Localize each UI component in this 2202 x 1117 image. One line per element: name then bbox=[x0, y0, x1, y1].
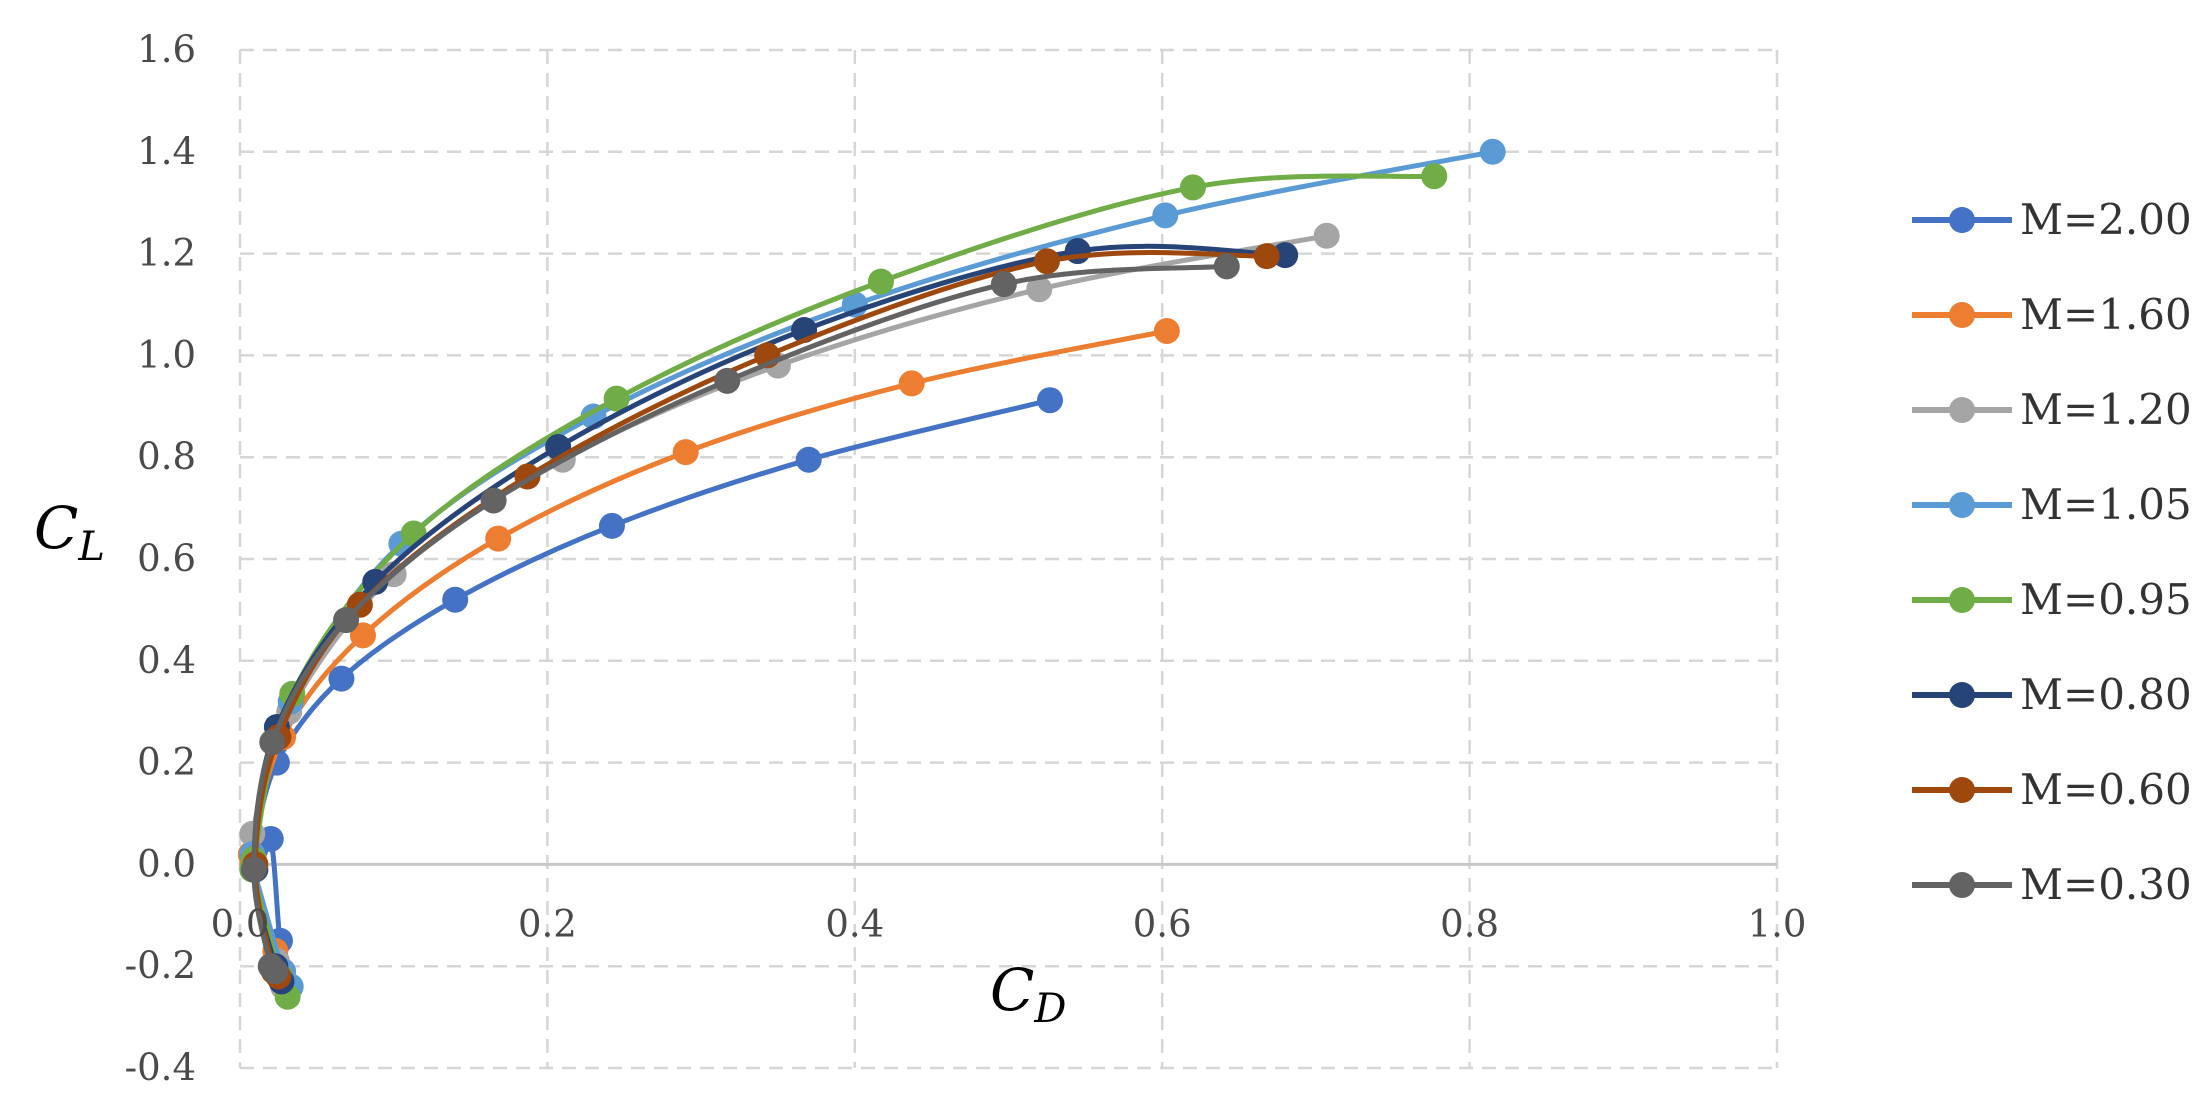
legend-item: M=1.60 bbox=[1912, 290, 2192, 339]
x-tick-label: 0.0 bbox=[211, 902, 270, 945]
x-axis-title-main: C bbox=[990, 956, 1034, 1024]
data-point bbox=[603, 385, 630, 412]
grid bbox=[238, 48, 1779, 1070]
legend-item: M=0.30 bbox=[1912, 860, 2192, 909]
data-point bbox=[1036, 387, 1063, 414]
x-tick-label: 1.0 bbox=[1748, 902, 1807, 945]
x-axis-title: CD bbox=[990, 956, 1066, 1032]
legend-marker bbox=[1949, 872, 1975, 898]
y-tick-label: 1.0 bbox=[137, 333, 196, 376]
data-point bbox=[333, 607, 360, 634]
legend-item: M=2.00 bbox=[1912, 195, 2192, 244]
y-tick-label: 1.6 bbox=[137, 28, 196, 71]
series-M=0.30 bbox=[240, 253, 1240, 985]
data-point bbox=[257, 953, 284, 980]
y-axis-title: CL bbox=[34, 494, 105, 570]
data-point bbox=[259, 729, 286, 756]
data-point bbox=[1152, 202, 1179, 229]
data-point bbox=[1026, 276, 1053, 303]
data-point bbox=[240, 856, 267, 883]
legend-label: M=1.20 bbox=[2020, 385, 2192, 434]
y-tick-label: -0.4 bbox=[125, 1046, 196, 1089]
y-tick-label: -0.2 bbox=[125, 944, 196, 987]
legend-marker bbox=[1949, 302, 1975, 328]
data-point bbox=[1153, 317, 1180, 344]
x-tick-label: 0.4 bbox=[825, 902, 884, 945]
legend-marker bbox=[1949, 207, 1975, 233]
y-tick-label: 0.8 bbox=[137, 435, 196, 478]
data-point bbox=[1421, 163, 1448, 190]
legend-label: M=0.60 bbox=[2020, 765, 2192, 814]
data-point bbox=[1033, 248, 1060, 275]
data-point bbox=[1253, 243, 1280, 270]
y-tick-label: 0.0 bbox=[137, 842, 196, 885]
legend-marker bbox=[1949, 587, 1975, 613]
legend-label: M=0.30 bbox=[2020, 860, 2192, 909]
data-point bbox=[990, 271, 1017, 298]
legend-item: M=1.05 bbox=[1912, 480, 2192, 529]
legend-marker bbox=[1949, 777, 1975, 803]
x-tick-label: 0.6 bbox=[1133, 902, 1192, 945]
data-point bbox=[795, 446, 822, 473]
y-tick-label: 0.6 bbox=[137, 537, 196, 580]
y-tick-label: 1.4 bbox=[137, 130, 196, 173]
legend-label: M=1.60 bbox=[2020, 290, 2192, 339]
legend-item: M=0.60 bbox=[1912, 765, 2192, 814]
legend-item: M=0.95 bbox=[1912, 575, 2192, 624]
data-point bbox=[1479, 138, 1506, 165]
series-line bbox=[252, 397, 1053, 990]
data-point bbox=[1064, 238, 1091, 265]
series-M=2.00 bbox=[242, 387, 1063, 1000]
y-tick-label: 1.2 bbox=[137, 232, 196, 275]
series-line bbox=[251, 263, 1230, 978]
y-axis-title-sub: L bbox=[77, 524, 105, 570]
legend-label: M=2.00 bbox=[2020, 195, 2192, 244]
data-point bbox=[714, 367, 741, 394]
legend-item: M=0.80 bbox=[1912, 670, 2192, 719]
y-tick-label: 0.2 bbox=[137, 741, 196, 784]
legend-marker bbox=[1949, 682, 1975, 708]
x-axis-title-sub: D bbox=[1033, 986, 1066, 1032]
data-point bbox=[362, 568, 389, 595]
data-point bbox=[480, 487, 507, 514]
data-point bbox=[1213, 253, 1240, 280]
data-point bbox=[1313, 222, 1340, 249]
data-point bbox=[1179, 174, 1206, 201]
legend-item: M=1.20 bbox=[1912, 385, 2192, 434]
x-tick-label: 0.2 bbox=[518, 902, 577, 945]
data-point bbox=[400, 520, 427, 547]
legend-label: M=1.05 bbox=[2020, 480, 2192, 529]
data-point bbox=[442, 586, 469, 613]
series-line bbox=[245, 328, 1170, 974]
series-layer bbox=[237, 138, 1506, 1010]
data-point bbox=[672, 439, 699, 466]
legend: M=2.00 M=1.60 M=1.20 M=1.05 M=0.95 M=0.80 M=0.… bbox=[1912, 195, 2192, 909]
data-point bbox=[1272, 242, 1299, 269]
legend-label: M=0.80 bbox=[2020, 670, 2192, 719]
data-point bbox=[867, 268, 894, 295]
data-point bbox=[598, 512, 625, 539]
legend-marker bbox=[1949, 397, 1975, 423]
y-tick-label: 0.4 bbox=[137, 639, 196, 682]
data-point bbox=[898, 370, 925, 397]
y-axis-title-main: C bbox=[34, 494, 78, 562]
data-point bbox=[328, 665, 355, 692]
tick-layer: 1.6 1.4 1.2 1.0 0.8 0.6 0.4 0.2 0.0 -0.2 -0.4 0.0 0.… bbox=[125, 28, 1807, 1089]
x-tick-label: 0.8 bbox=[1440, 902, 1499, 945]
data-point bbox=[485, 525, 512, 552]
legend-marker bbox=[1949, 492, 1975, 518]
legend-label: M=0.95 bbox=[2020, 575, 2192, 624]
data-point bbox=[349, 622, 376, 649]
series-M=1.05 bbox=[239, 138, 1506, 1000]
